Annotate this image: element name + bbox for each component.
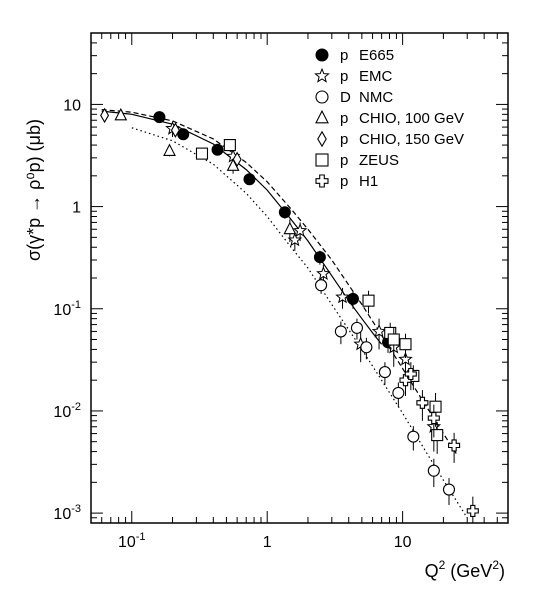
series-e665 — [153, 111, 395, 353]
data-point — [170, 122, 180, 138]
data-points — [100, 107, 479, 523]
data-point — [334, 325, 347, 338]
x-tick-label: 10 — [394, 534, 412, 551]
data-point — [283, 221, 297, 235]
data-point — [448, 439, 461, 452]
legend-marker — [315, 48, 329, 62]
data-point — [362, 294, 375, 307]
data-point — [313, 251, 326, 264]
data-point — [226, 158, 240, 171]
data-point — [315, 279, 328, 292]
data-point — [163, 143, 176, 156]
data-point — [407, 430, 420, 443]
data-point — [211, 143, 224, 156]
legend-label: CHIO, 100 GeV — [359, 110, 464, 127]
legend-marker — [315, 109, 329, 124]
data-point — [223, 139, 236, 152]
data-point — [442, 483, 456, 496]
series-h1 — [399, 362, 479, 523]
legend-marker — [315, 90, 329, 104]
model-curves — [101, 109, 468, 519]
series-nmc — [315, 278, 456, 506]
legend-target: p — [340, 173, 348, 190]
data-point — [392, 386, 405, 399]
legend-marker — [315, 153, 329, 167]
data-point — [360, 341, 373, 354]
data-point — [243, 173, 256, 186]
legend-label: E665 — [359, 47, 394, 64]
legend-target: D — [340, 89, 351, 106]
data-point — [195, 147, 209, 160]
data-point — [114, 107, 128, 121]
data-point — [316, 266, 331, 281]
data-point — [278, 206, 291, 219]
data-point — [292, 223, 308, 238]
data-point — [416, 396, 429, 409]
dashed-curve — [101, 109, 458, 455]
legend-label: NMC — [359, 89, 393, 106]
data-point — [404, 367, 417, 381]
legend-label: H1 — [359, 173, 378, 190]
plot-frame — [90, 32, 509, 524]
dotted-curve — [131, 127, 468, 519]
legend-marker — [314, 67, 330, 83]
data-point — [232, 151, 242, 168]
data-point — [177, 128, 190, 141]
legend-target: p — [340, 152, 348, 169]
y-tick-label: 10-2 — [53, 401, 81, 421]
data-point — [378, 366, 391, 379]
legend-label: EMC — [359, 68, 393, 85]
legend-target: p — [340, 110, 348, 127]
data-point — [335, 289, 350, 304]
data-point — [153, 111, 166, 124]
y-tick-label: 10-3 — [53, 503, 81, 523]
x-tick-label: 1 — [263, 534, 272, 551]
data-point — [429, 400, 442, 413]
data-point — [346, 292, 359, 305]
x-tick-label: 10-1 — [118, 531, 146, 551]
data-point — [398, 351, 413, 366]
legend-label: CHIO, 150 GeV — [359, 131, 464, 148]
y-tick-label: 1 — [72, 200, 81, 217]
legend-marker — [317, 130, 327, 148]
y-axis-label: σ(γ*p → ρ⁰p) (μb) — [24, 119, 44, 261]
axis-tick-labels: 10-1 1 10 10-3 10-2 10-1 1 10 — [53, 97, 411, 551]
series-chio-100-gev — [114, 107, 297, 243]
data-point — [427, 412, 440, 425]
data-point — [350, 321, 363, 334]
data-point — [399, 338, 412, 351]
data-point — [466, 504, 479, 517]
data-point — [371, 323, 387, 338]
legend-label: ZEUS — [359, 152, 399, 169]
series-chio-150-gev — [100, 107, 242, 168]
x-axis-label: Q2 (GeV2) — [425, 558, 505, 581]
y-tick-label: 10-1 — [53, 299, 81, 319]
data-point — [431, 429, 444, 442]
legend-target: p — [340, 131, 348, 148]
data-point — [100, 107, 110, 124]
legend-target: p — [340, 47, 348, 64]
plot-border — [90, 32, 509, 524]
legend: p E665 p EMC D NMC p CHIO, 100 GeV p CHIO, 150 Ge… — [314, 47, 464, 190]
axis-ticks — [90, 32, 509, 524]
data-point — [387, 333, 400, 346]
legend-marker — [315, 174, 329, 188]
y-tick-label: 10 — [63, 97, 81, 114]
data-point — [427, 464, 440, 477]
data-point — [399, 374, 412, 387]
legend-target: p — [340, 68, 348, 85]
